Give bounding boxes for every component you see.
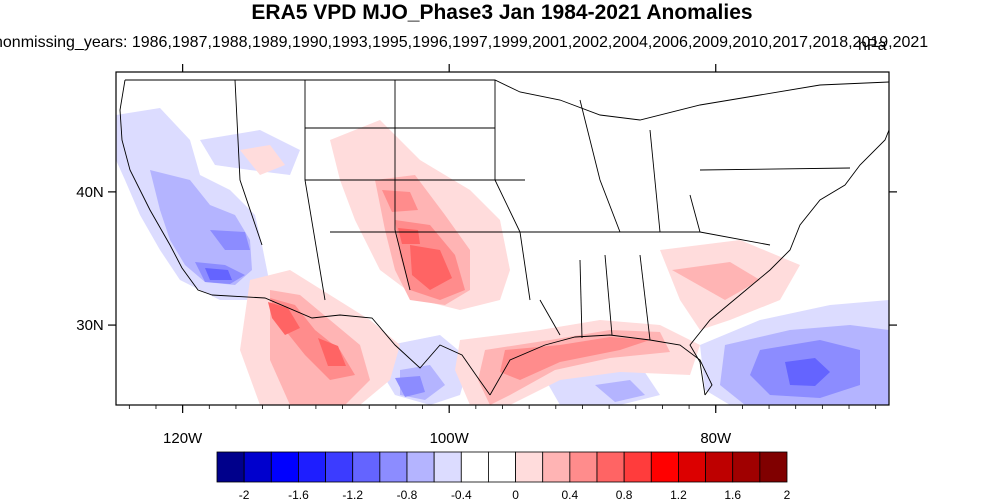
colorbar-swatch xyxy=(623,451,652,483)
colorbar-label: 2 xyxy=(784,488,791,502)
colorbar-label: 0.4 xyxy=(562,488,579,502)
colorbar-label: -0.4 xyxy=(451,488,472,502)
colorbar-swatch xyxy=(542,451,571,483)
colorbar-swatch xyxy=(325,451,354,483)
colorbar-label: -2 xyxy=(239,488,250,502)
colorbar: -2 -1.6 -1.2 -0.8 -0.4 0 0.4 0.8 1.2 1.6 2 xyxy=(216,451,791,502)
colorbar-swatch xyxy=(433,451,462,483)
colorbar-swatch xyxy=(732,451,761,483)
y-tick-label: 40N xyxy=(76,184,104,201)
x-tick-label: 100W xyxy=(430,430,470,447)
colorbar-swatch xyxy=(705,451,734,483)
colorbar-label: -1.6 xyxy=(288,488,309,502)
units-label: hPa xyxy=(858,37,887,54)
x-tick-label: 120W xyxy=(163,430,203,447)
colorbar-swatch xyxy=(678,451,706,483)
colorbar-swatch xyxy=(759,451,788,483)
colorbar-swatch xyxy=(216,451,245,483)
anomaly-field xyxy=(116,108,889,405)
y-tick-label: 30N xyxy=(76,317,104,334)
colorbar-label: 1.6 xyxy=(724,488,741,502)
peak-positive-anomalies xyxy=(268,228,452,366)
colorbar-swatch xyxy=(406,451,435,483)
colorbar-swatch xyxy=(488,451,516,483)
colorbar-swatch xyxy=(650,451,679,483)
colorbar-swatch xyxy=(270,451,299,483)
plot-title: ERA5 VPD MJO_Phase3 Jan 1984-2021 Anomal… xyxy=(251,1,753,24)
colorbar-label: 0 xyxy=(512,488,519,502)
colorbar-label: 1.2 xyxy=(670,488,687,502)
x-tick-label: 80W xyxy=(700,430,732,447)
colorbar-label: 0.8 xyxy=(616,488,633,502)
colorbar-swatch xyxy=(298,451,326,483)
colorbar-label: -0.8 xyxy=(397,488,418,502)
colorbar-swatch xyxy=(243,451,272,483)
axis-ticks: 120W 100W 80W 40N 30N xyxy=(76,64,897,447)
plot-subtitle: nonmissing_years: 1986,1987,1988,1989,19… xyxy=(0,34,929,51)
colorbar-swatch xyxy=(596,451,625,483)
colorbar-label: -1.2 xyxy=(342,488,363,502)
colorbar-swatch xyxy=(569,451,598,483)
colorbar-swatch xyxy=(515,451,544,483)
coastline-and-borders xyxy=(119,79,889,396)
colorbar-swatch xyxy=(352,451,381,483)
colorbar-swatch xyxy=(460,451,489,483)
colorbar-swatch xyxy=(379,451,408,483)
peak-negative-anomalies xyxy=(205,268,830,386)
